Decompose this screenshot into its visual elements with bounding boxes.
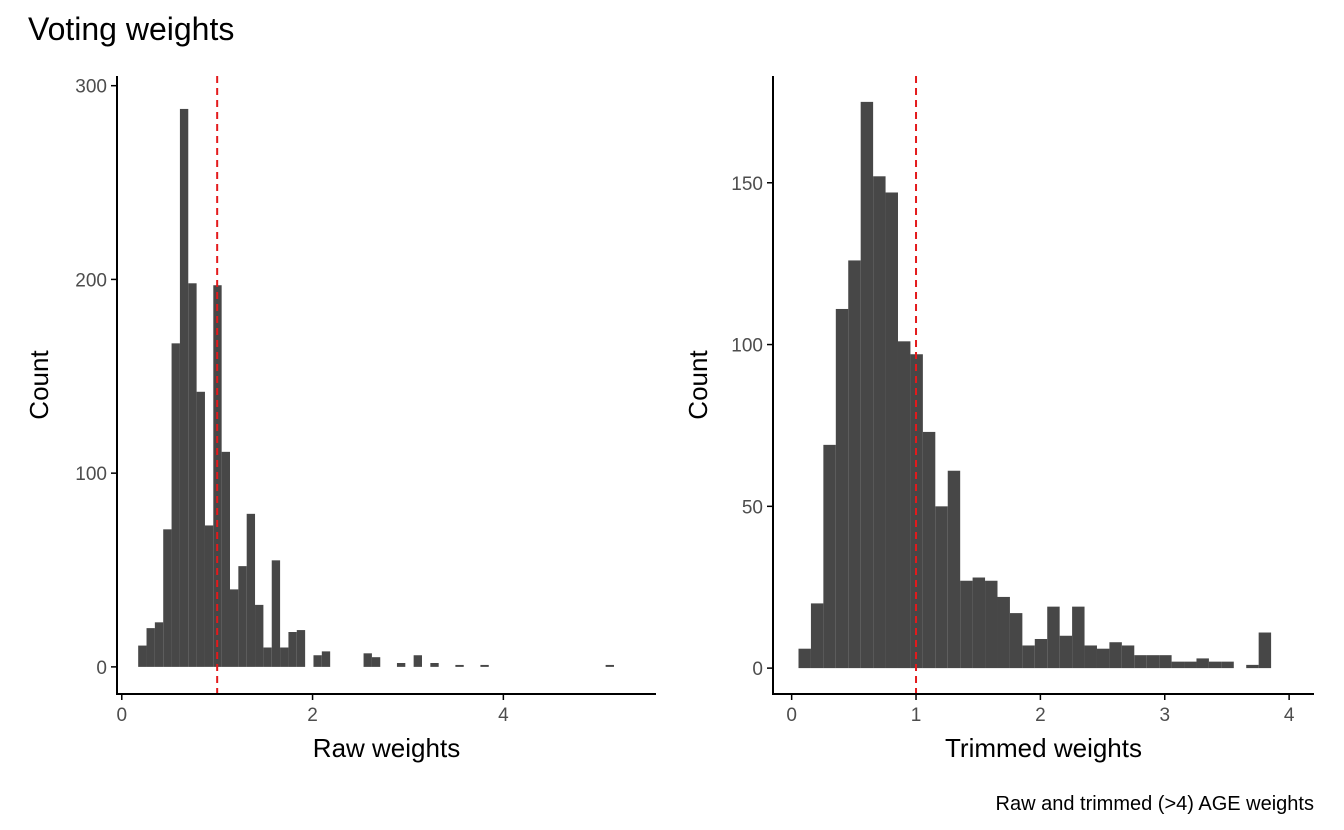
histogram-bar [230, 589, 239, 667]
histogram-bar [1184, 661, 1197, 669]
histogram-bar [238, 566, 247, 667]
x-axis-title: Trimmed weights [945, 733, 1142, 763]
histogram-bar [897, 341, 911, 669]
histogram-bar [997, 596, 1010, 669]
x-tick-label: 1 [911, 705, 922, 726]
histogram-bar [363, 653, 372, 667]
histogram-bar [321, 651, 331, 667]
histogram-bar [171, 343, 180, 667]
y-axis-title: Count [24, 350, 54, 420]
histogram-bar [1134, 655, 1147, 669]
histogram-bar [947, 470, 961, 669]
y-tick-label: 100 [731, 336, 763, 357]
histogram-bar [1022, 645, 1035, 669]
histogram-bar [280, 647, 289, 667]
y-tick-label: 300 [75, 77, 107, 98]
histogram-bar [1221, 661, 1234, 669]
histogram-bar [1208, 661, 1222, 669]
histogram-bar [1072, 606, 1085, 669]
histogram-bar [848, 260, 861, 669]
histogram-bar [138, 645, 147, 667]
histogram-bar [288, 632, 297, 667]
y-tick-label: 150 [731, 174, 763, 195]
axes [772, 76, 1314, 695]
histogram-bars [798, 101, 1272, 669]
histogram-bar [263, 647, 272, 667]
histogram-bar [1159, 655, 1172, 669]
histogram-bar [221, 451, 230, 667]
histogram-bar [430, 663, 439, 667]
x-tick-label: 2 [1035, 705, 1046, 726]
y-tick-label: 50 [742, 497, 763, 518]
histogram-bar [873, 176, 886, 669]
x-tick-label: 0 [116, 705, 127, 726]
histogram-bar [605, 664, 614, 667]
histogram-bar [1146, 655, 1160, 669]
histogram-bar [860, 101, 874, 669]
histogram-bar [413, 655, 422, 667]
figure-caption: Raw and trimmed (>4) AGE weights [996, 793, 1314, 815]
histogram-bar [271, 560, 281, 667]
panel-trimmed-weights: 0 1 2 3 4 0 50 100 150 Trimmed weights Count [683, 76, 1314, 763]
panel-raw-weights: 0 2 4 0 100 200 300 Raw weights Count [24, 76, 656, 763]
y-tick-label: 200 [75, 270, 107, 291]
figure-title: Voting weights [28, 11, 234, 47]
histogram-bar [396, 663, 406, 667]
histogram-bar [922, 431, 936, 669]
histogram-bar [163, 529, 172, 667]
y-axis-title: Count [683, 350, 713, 420]
axes [116, 76, 656, 695]
histogram-bar [1121, 645, 1135, 669]
histogram-bar [255, 604, 264, 667]
histogram-bar [246, 513, 256, 667]
histogram-bar [960, 580, 973, 669]
histogram-bar [1084, 645, 1097, 669]
histogram-bar [204, 525, 214, 667]
y-tick-label: 0 [96, 658, 107, 679]
histogram-bar [1196, 658, 1209, 669]
histogram-bar [313, 655, 322, 667]
y-tick-label: 0 [752, 659, 763, 680]
histogram-bar [1059, 635, 1073, 669]
x-tick-label: 0 [786, 705, 797, 726]
histogram-bar [798, 648, 811, 669]
histogram-bar [296, 630, 306, 667]
x-tick-label: 4 [498, 705, 509, 726]
histogram-bar [935, 506, 948, 669]
histogram-bars [138, 108, 614, 667]
histogram-bar [885, 192, 898, 669]
y-tick-label: 100 [75, 464, 107, 485]
histogram-bar [179, 108, 189, 667]
histogram-bar [371, 657, 381, 667]
histogram-bar [1171, 661, 1185, 669]
histogram-bar [1109, 642, 1122, 669]
histogram-bar [1009, 613, 1023, 669]
x-tick-label: 3 [1159, 705, 1170, 726]
histogram-bar [1258, 632, 1272, 669]
ticks: 0 1 2 3 4 0 50 100 150 [731, 174, 1295, 726]
x-tick-label: 4 [1284, 705, 1295, 726]
histogram-bar [985, 580, 998, 669]
histogram-bar [823, 444, 836, 669]
histogram-bar [480, 664, 489, 667]
histogram-bar [196, 391, 205, 667]
x-tick-label: 2 [307, 705, 318, 726]
histogram-bar [1034, 638, 1048, 669]
histogram-bar [1246, 664, 1259, 669]
histogram-bar [455, 664, 464, 667]
histogram-bar [188, 283, 197, 667]
ticks: 0 2 4 0 100 200 300 [75, 77, 509, 726]
histogram-bar [972, 577, 986, 669]
histogram-bar [146, 628, 155, 667]
histogram-bar [835, 308, 849, 669]
histogram-bar [154, 622, 164, 667]
histogram-bar [810, 603, 824, 669]
histogram-bar [1047, 606, 1060, 669]
histogram-bar [1096, 648, 1110, 669]
x-axis-title: Raw weights [313, 733, 460, 763]
